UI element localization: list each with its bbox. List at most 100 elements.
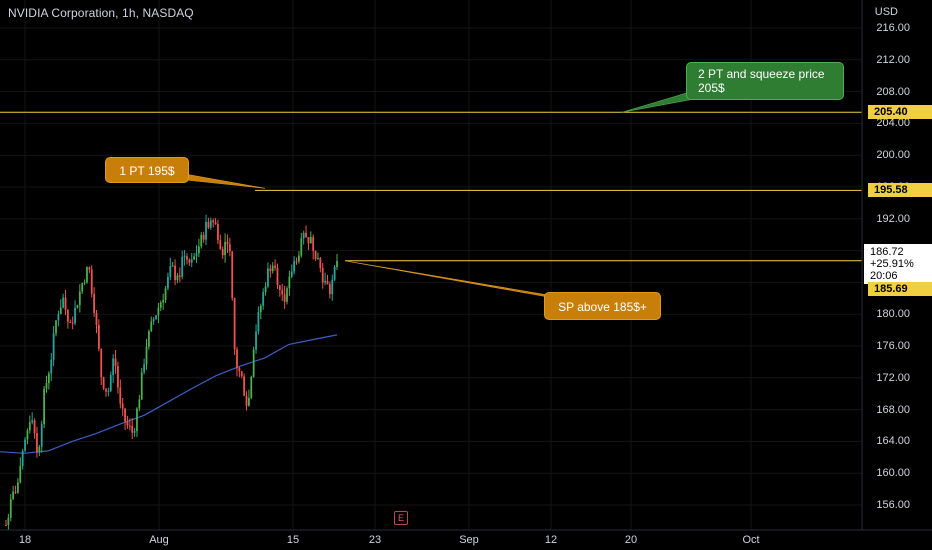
candle-body (264, 286, 267, 292)
y-tick-label: 172.00 (876, 371, 910, 384)
level-price-tag-195: 195.58 (868, 183, 932, 198)
y-tick-label: 208.00 (876, 85, 910, 98)
candle-body (140, 372, 143, 400)
candle-body (181, 256, 184, 277)
candle-body (328, 284, 331, 295)
chart-title: NVIDIA Corporation, 1h, NASDAQ (8, 6, 194, 20)
candle-body (186, 256, 188, 260)
candle-body (102, 377, 105, 389)
candle-body (71, 322, 74, 324)
candle-body (100, 348, 103, 378)
candle-body (81, 283, 84, 292)
x-tick-label: 18 (18, 534, 32, 546)
y-tick-label: 160.00 (876, 467, 910, 480)
candle-body (247, 397, 250, 406)
candle-body (9, 499, 12, 518)
candle-body (109, 375, 112, 392)
y-tick-label: 192.00 (876, 212, 910, 225)
candle-body (293, 261, 296, 272)
candle-body (33, 420, 36, 434)
candle-body (212, 220, 215, 223)
candle-body (36, 433, 38, 453)
candle-body (128, 425, 131, 427)
candle-body (295, 261, 298, 263)
last-price-change: +25.91% (870, 257, 914, 270)
candle-body (119, 387, 122, 404)
candle-body (276, 267, 279, 286)
candle-body (121, 403, 124, 409)
candle-body (309, 237, 312, 244)
candle-body (278, 285, 281, 290)
candle-body (209, 220, 212, 228)
candle-body (67, 310, 69, 322)
candle-body (59, 307, 62, 315)
candle-body (7, 517, 10, 525)
candle-body (24, 439, 26, 451)
y-tick-label: 180.00 (876, 308, 910, 321)
candle-body (286, 288, 288, 302)
candle-body (259, 305, 262, 313)
candle-body (143, 364, 146, 373)
candle-body (252, 349, 255, 377)
candle-body (288, 276, 291, 289)
candle-body (17, 482, 19, 493)
y-tick-label: 164.00 (876, 435, 910, 448)
candle-body (205, 221, 207, 240)
callout-leader-target-1 (184, 173, 266, 189)
callout-target-1[interactable]: 1 PT 195$ (105, 157, 189, 183)
candle-body (290, 271, 293, 277)
x-tick-label: 20 (624, 534, 638, 546)
candle-body (157, 307, 160, 316)
candle-body (124, 408, 126, 422)
candle-body (178, 275, 181, 277)
candle-body (40, 424, 43, 447)
candle-body (193, 256, 196, 260)
ma-polyline (0, 334, 338, 454)
candle-body (243, 376, 246, 396)
currency-label: USD (874, 6, 898, 18)
callout-support[interactable]: SP above 185$+ (544, 292, 661, 320)
candle-body (169, 266, 172, 277)
candle-body (50, 359, 53, 374)
candle-body (190, 259, 193, 263)
candle-body (331, 279, 334, 295)
candle-body (31, 420, 34, 423)
candle-body (183, 256, 186, 258)
y-tick-label: 156.00 (876, 499, 910, 511)
earnings-icon[interactable]: E (394, 511, 408, 525)
candle-body (195, 253, 198, 257)
callout-target-2[interactable]: 2 PT and squeeze price 205$ (686, 62, 844, 100)
candle-body (78, 291, 81, 306)
candle-body (52, 333, 55, 360)
candle-body (324, 280, 326, 283)
bar-countdown: 20:06 (870, 269, 898, 282)
candle-body (188, 259, 191, 263)
y-tick-label: 204.00 (876, 117, 910, 130)
candle-body (28, 422, 31, 431)
candle-body (217, 224, 219, 241)
candle-body (76, 305, 79, 308)
y-tick-label: 168.00 (876, 403, 910, 416)
candle-body (88, 267, 91, 270)
candle-body (202, 234, 205, 240)
candle-body (26, 430, 29, 440)
candle-body (236, 349, 238, 369)
candle-body (207, 221, 210, 228)
candle-body (159, 302, 162, 308)
candle-body (145, 346, 148, 365)
y-tick-label: 216.00 (876, 22, 910, 34)
candle-body (64, 297, 67, 311)
last-price-value: 186.72 (870, 245, 904, 258)
x-tick-label: 12 (544, 534, 558, 546)
candle-body (314, 250, 317, 259)
candle-body (105, 388, 107, 392)
candle-body (114, 358, 117, 367)
candle-body (238, 368, 241, 372)
candle-body (43, 388, 46, 425)
candle-body (112, 358, 115, 376)
candle-body (133, 431, 136, 433)
candle-body (152, 319, 155, 322)
candle-body (117, 366, 119, 388)
candle-body (86, 267, 88, 283)
